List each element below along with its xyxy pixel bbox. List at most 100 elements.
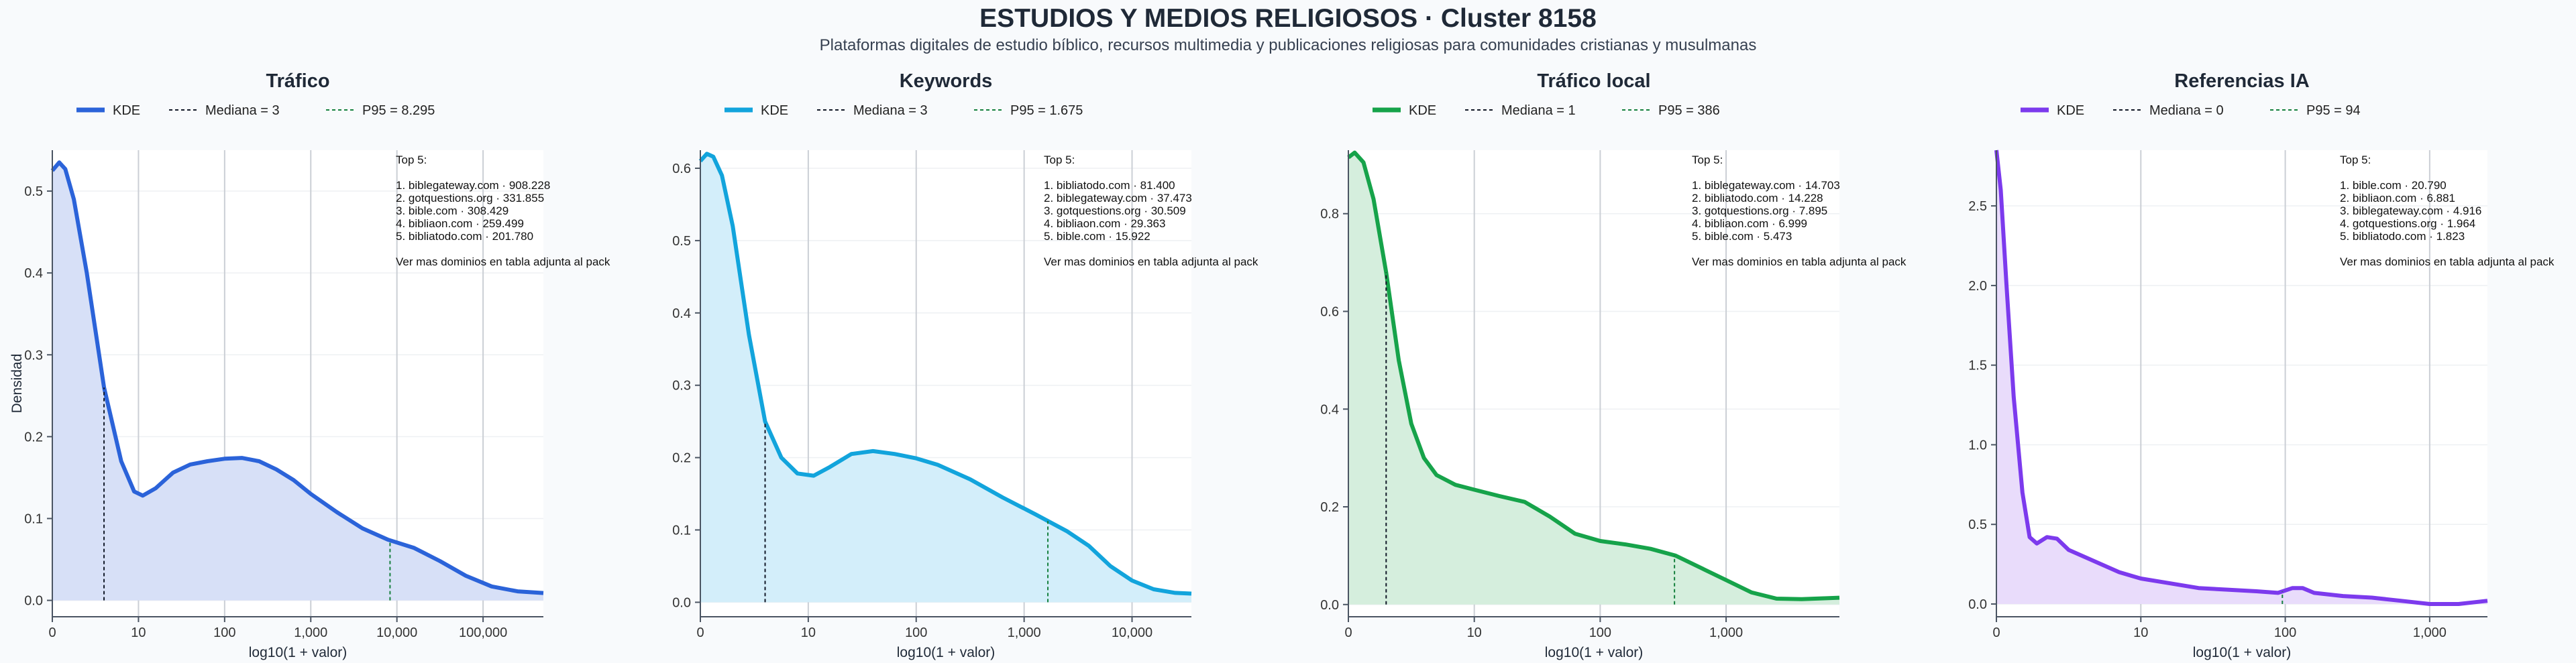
top5-item: 1. biblegateway.com · 14.703 [1692,179,1840,192]
chart-panel-4: 0.0 0.5 1.0 1.5 2.0 2.5 0 10 100 1,000 log10(1 + v… [1968,70,2555,660]
kde-fill [1996,150,2487,604]
legend-median-label: Mediana = 3 [205,103,280,118]
chart-title: Tráfico local [1537,70,1650,92]
kde-fill [700,154,1191,603]
chart-panel-3: 0.0 0.2 0.4 0.6 0.8 0 10 100 1,000 log10(1 + valo… [1320,70,1907,660]
chart-title: Referencias IA [2174,70,2310,92]
legend-kde-label: KDE [2057,103,2084,118]
top5-item: 5. bibliatodo.com · 1.823 [2340,230,2465,243]
top5-more-note: Ver mas dominios en tabla adjunta al pac… [1692,255,1907,268]
y-tick-label: 0.2 [24,430,43,444]
x-tick-label: 1,000 [294,625,327,640]
x-tick-label: 10 [1467,625,1482,640]
x-tick-label: 10 [131,625,146,640]
x-tick-label: 100 [2274,625,2296,640]
x-tick-label: 10 [2133,625,2148,640]
y-axis-label: Densidad [9,354,25,414]
top5-item: 3. biblegateway.com · 4.916 [2340,204,2481,217]
x-axis-label: log10(1 + valor) [897,645,996,660]
x-tick-label: 0 [1992,625,2000,640]
page-subtitle: Plataformas digitales de estudio bíblico… [819,36,1757,54]
y-tick-label: 0.6 [672,162,691,176]
kde-line [1994,149,2488,606]
x-tick-label: 100 [905,625,927,640]
y-tick-label: 0.1 [672,524,691,538]
top5-item: 5. bibliatodo.com · 201.780 [396,230,533,243]
x-tick-label: 10 [801,625,816,640]
x-tick-label: 1,000 [1008,625,1041,640]
y-tick-label: 0.3 [672,379,691,394]
kde-fill [52,162,543,601]
chart-panel-2: 0.0 0.1 0.2 0.3 0.4 0.5 0.6 0 10 100 1,000 10,000 lo… [672,70,1258,660]
y-tick-label: 0.0 [1320,598,1339,613]
top5-item: 3. gotquestions.org · 30.509 [1044,204,1186,217]
y-tick-label: 0.4 [1320,402,1339,417]
legend-kde-label: KDE [761,103,788,118]
y-tick-label: 0.0 [24,594,43,609]
y-tick-label: 0.8 [1320,207,1339,222]
y-tick-label: 0.0 [1968,597,1987,612]
x-tick-label: 100,000 [459,625,507,640]
top5-item: 3. gotquestions.org · 7.895 [1692,204,1827,217]
x-tick-label: 0 [48,625,56,640]
top5-item: 2. gotquestions.org · 331.855 [396,192,544,204]
y-tick-label: 0.4 [672,306,691,321]
chart-panel-1: 0.0 0.1 0.2 0.3 0.4 0.5 0 10 100 1,000 10,000 100,0… [9,70,610,660]
y-tick-label: 0.0 [672,595,691,610]
legend-p95-label: P95 = 94 [2306,103,2361,118]
y-tick-label: 1.0 [1968,438,1987,453]
top5-more-note: Ver mas dominios en tabla adjunta al pac… [1044,255,1258,268]
top5-item: 4. bibliaon.com · 29.363 [1044,217,1165,230]
legend-median-label: Mediana = 3 [853,103,928,118]
top5-heading: Top 5: [1044,154,1075,166]
kde-fill [1348,152,1839,605]
top5-item: 4. bibliaon.com · 6.999 [1692,217,1807,230]
top5-heading: Top 5: [396,154,427,166]
top5-more-note: Ver mas dominios en tabla adjunta al pac… [2340,255,2555,268]
legend-median-label: Mediana = 0 [2149,103,2224,118]
x-tick-label: 0 [1344,625,1352,640]
chart-title: Keywords [900,70,993,92]
x-axis-label: log10(1 + valor) [2193,645,2292,660]
y-tick-label: 0.5 [1968,518,1987,532]
x-tick-label: 100 [213,625,235,640]
y-tick-label: 0.3 [24,348,43,363]
chart-title: Tráfico [266,70,329,92]
y-tick-label: 0.6 [1320,305,1339,320]
top5-item: 1. bible.com · 20.790 [2340,179,2447,192]
y-tick-label: 1.5 [1968,359,1987,373]
x-axis-label: log10(1 + valor) [249,645,347,660]
kde-line [698,152,1192,596]
kde-line [50,160,544,595]
top5-item: 5. bible.com · 15.922 [1044,230,1150,243]
legend-p95-label: P95 = 386 [1658,103,1720,118]
x-tick-label: 0 [696,625,704,640]
y-tick-label: 0.5 [672,234,691,249]
x-tick-label: 10,000 [1112,625,1152,640]
x-tick-label: 10,000 [376,625,417,640]
top5-item: 4. gotquestions.org · 1.964 [2340,217,2475,230]
y-tick-label: 0.2 [672,451,691,466]
top5-item: 1. bibliatodo.com · 81.400 [1044,179,1175,192]
top5-item: 4. bibliaon.com · 259.499 [396,217,524,230]
top5-heading: Top 5: [1692,154,1723,166]
plot-background [1996,150,2487,617]
top5-item: 2. bibliaon.com · 6.881 [2340,192,2455,204]
y-tick-label: 0.4 [24,266,43,281]
legend-kde-label: KDE [113,103,140,118]
y-tick-label: 2.0 [1968,279,1987,294]
top5-heading: Top 5: [2340,154,2371,166]
legend-kde-label: KDE [1409,103,1436,118]
legend-p95-label: P95 = 8.295 [362,103,435,118]
top5-item: 2. biblegateway.com · 37.473 [1044,192,1192,204]
y-tick-label: 0.2 [1320,500,1339,515]
top5-item: 1. biblegateway.com · 908.228 [396,179,550,192]
page-title: ESTUDIOS Y MEDIOS RELIGIOSOS · Cluster 8… [979,4,1597,33]
x-tick-label: 1,000 [2413,625,2447,640]
y-tick-label: 2.5 [1968,199,1987,214]
x-axis-label: log10(1 + valor) [1545,645,1644,660]
x-tick-label: 1,000 [1709,625,1743,640]
legend-median-label: Mediana = 1 [1501,103,1576,118]
top5-more-note: Ver mas dominios en tabla adjunta al pac… [396,255,610,268]
